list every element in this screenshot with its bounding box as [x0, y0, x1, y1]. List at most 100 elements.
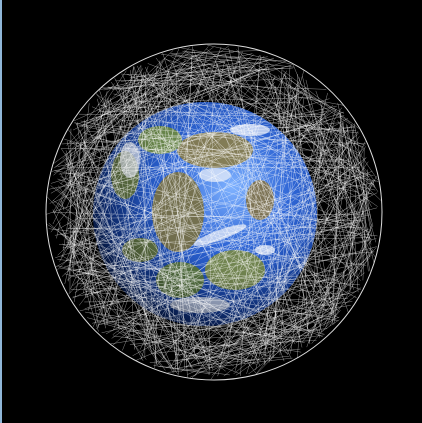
orbit-line [208, 75, 214, 376]
orbit-line [88, 172, 366, 259]
orbit-line [97, 70, 127, 114]
orbit-line [85, 311, 274, 337]
orbit-line [73, 268, 347, 295]
orbit-line [90, 305, 305, 343]
orbit-line [83, 166, 94, 293]
orbit-line [67, 222, 144, 361]
orbit-line [76, 122, 80, 139]
orbit-line [63, 174, 368, 268]
orbit-line [282, 70, 360, 129]
orbit-line [85, 267, 289, 333]
orbit-line [79, 142, 348, 244]
orbit-line [240, 358, 256, 364]
orbit-line [70, 62, 186, 239]
orbit-line [77, 124, 376, 191]
orbit-line [208, 59, 243, 79]
orbit-line [329, 181, 373, 319]
orbit-line [260, 67, 343, 200]
orbit-line [280, 314, 312, 338]
orbit-line [296, 102, 323, 358]
orbit-line [106, 78, 293, 89]
orbit-line [214, 58, 321, 338]
orbit-line [274, 248, 372, 330]
orbit-line [75, 172, 172, 345]
orbit-line [68, 138, 87, 167]
orbit-line [153, 365, 230, 376]
orbit-line [175, 71, 185, 369]
orbit-line [155, 227, 362, 353]
orbit-line [66, 266, 175, 370]
orbit-line [345, 139, 365, 148]
orbit-line [66, 140, 108, 325]
orbit-line [100, 53, 189, 107]
orbit-line [218, 113, 312, 360]
orbit-line [305, 79, 355, 277]
orbit-line [357, 167, 360, 172]
orbit-line [84, 207, 378, 283]
orbit-line [73, 64, 199, 122]
orbit-line [238, 60, 376, 258]
orbit-line [55, 164, 344, 258]
orbit-line [85, 124, 211, 371]
orbit-line [352, 202, 359, 293]
orbit-line [329, 250, 373, 327]
orbit-line [64, 273, 279, 338]
orbit-line [48, 222, 226, 372]
orbit-line [291, 96, 332, 304]
orbit-line [248, 295, 356, 375]
orbit-line [284, 72, 323, 302]
orbit-line [117, 102, 294, 109]
orbit-line [59, 267, 339, 322]
orbit-line [97, 313, 272, 357]
orbit-line [87, 317, 254, 362]
orbit-line [98, 104, 374, 177]
orbit-line [53, 172, 77, 212]
orbit-line [264, 79, 292, 346]
orbit-line [218, 60, 232, 63]
orbit-line [332, 112, 341, 325]
orbit-line [110, 100, 207, 358]
orbit-line [135, 61, 225, 100]
orbit-line [140, 64, 148, 336]
orbit-line [135, 97, 313, 103]
orbit-line [264, 63, 336, 320]
orbit-line [228, 48, 303, 348]
orbit-line [97, 262, 362, 326]
orbit-line [100, 87, 131, 89]
orbit-line [68, 261, 360, 286]
orbit-line [308, 183, 371, 344]
orbit-line [81, 237, 309, 334]
orbit-line [227, 55, 262, 356]
orbit-line [56, 222, 61, 239]
orbit-line [347, 125, 354, 250]
orbit-line [65, 153, 106, 329]
orbit-line [198, 57, 327, 297]
orbit-line [123, 60, 269, 90]
orbit-line [350, 125, 373, 238]
orbit-line [70, 48, 180, 289]
orbit-line [82, 71, 145, 294]
orbit-line [331, 121, 345, 317]
orbit-line [80, 272, 332, 307]
orbit-line [112, 68, 271, 90]
orbit-line [237, 290, 349, 362]
orbit-line [194, 136, 360, 377]
orbit-line [196, 61, 333, 312]
orbit-line [113, 93, 351, 163]
orbit-line [101, 72, 169, 315]
orbit-line [73, 214, 371, 271]
orbit-line [124, 161, 362, 321]
orbit-line [80, 148, 348, 163]
orbit-line [86, 291, 331, 317]
orbit-line [74, 108, 337, 293]
orbit-line [89, 313, 241, 375]
orbit-line [185, 107, 342, 363]
orbit-line [186, 316, 336, 358]
orbit-line [63, 64, 248, 173]
orbit-line [189, 340, 269, 378]
orbit-line [114, 78, 267, 364]
orbit-line [361, 148, 365, 277]
orbit-line [236, 49, 375, 186]
orbit-line [66, 86, 307, 281]
orbit-line [120, 331, 219, 363]
